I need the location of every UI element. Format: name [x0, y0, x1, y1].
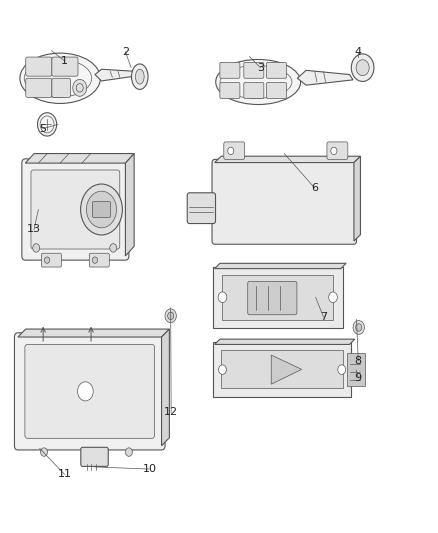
Text: 7: 7: [320, 312, 327, 322]
Polygon shape: [271, 355, 302, 384]
FancyBboxPatch shape: [327, 142, 348, 159]
FancyBboxPatch shape: [52, 57, 78, 76]
FancyBboxPatch shape: [14, 333, 165, 450]
Circle shape: [78, 382, 93, 401]
Ellipse shape: [135, 69, 144, 84]
Circle shape: [86, 191, 117, 228]
Text: 3: 3: [257, 63, 264, 72]
FancyBboxPatch shape: [187, 193, 215, 223]
Circle shape: [45, 257, 49, 263]
Ellipse shape: [356, 60, 369, 76]
Polygon shape: [25, 154, 134, 163]
FancyBboxPatch shape: [266, 83, 286, 99]
Text: 8: 8: [355, 356, 362, 366]
Ellipse shape: [20, 53, 100, 103]
Circle shape: [165, 309, 177, 322]
FancyBboxPatch shape: [244, 83, 264, 99]
Polygon shape: [125, 154, 134, 256]
FancyBboxPatch shape: [221, 350, 343, 389]
FancyBboxPatch shape: [213, 266, 343, 328]
FancyBboxPatch shape: [222, 275, 333, 319]
Circle shape: [218, 292, 227, 303]
Circle shape: [92, 257, 98, 263]
Polygon shape: [95, 69, 138, 81]
Circle shape: [338, 365, 346, 374]
Circle shape: [41, 448, 47, 456]
FancyBboxPatch shape: [22, 159, 129, 260]
Polygon shape: [18, 329, 170, 337]
FancyBboxPatch shape: [26, 78, 52, 98]
Circle shape: [168, 312, 174, 319]
FancyBboxPatch shape: [220, 62, 240, 78]
Circle shape: [356, 324, 362, 331]
Circle shape: [353, 320, 364, 334]
Circle shape: [219, 365, 226, 374]
Polygon shape: [215, 263, 346, 269]
Text: 4: 4: [355, 47, 362, 56]
Circle shape: [331, 147, 337, 155]
Text: 2: 2: [122, 47, 129, 56]
Circle shape: [328, 292, 337, 303]
FancyBboxPatch shape: [220, 83, 240, 99]
FancyBboxPatch shape: [89, 253, 110, 267]
Polygon shape: [215, 156, 360, 163]
FancyBboxPatch shape: [92, 201, 111, 217]
Circle shape: [73, 79, 87, 96]
Circle shape: [38, 113, 57, 136]
FancyBboxPatch shape: [31, 170, 120, 249]
Polygon shape: [297, 70, 353, 85]
Text: 9: 9: [355, 373, 362, 383]
FancyBboxPatch shape: [81, 447, 108, 466]
Circle shape: [33, 244, 40, 252]
FancyBboxPatch shape: [42, 253, 61, 267]
FancyBboxPatch shape: [213, 342, 351, 397]
Text: 6: 6: [311, 183, 318, 193]
FancyBboxPatch shape: [244, 62, 264, 78]
Circle shape: [110, 244, 117, 252]
FancyBboxPatch shape: [25, 344, 155, 438]
Text: 12: 12: [164, 407, 178, 417]
Text: 13: 13: [27, 224, 41, 235]
FancyBboxPatch shape: [266, 62, 286, 78]
Circle shape: [125, 448, 132, 456]
FancyBboxPatch shape: [212, 159, 357, 244]
Polygon shape: [162, 329, 170, 446]
Ellipse shape: [131, 64, 148, 90]
FancyBboxPatch shape: [52, 78, 71, 98]
Text: 5: 5: [39, 124, 46, 134]
Polygon shape: [354, 156, 360, 241]
Ellipse shape: [351, 54, 374, 82]
Text: 10: 10: [142, 464, 156, 474]
Text: 1: 1: [61, 56, 68, 66]
FancyBboxPatch shape: [346, 353, 365, 386]
Polygon shape: [215, 339, 355, 344]
FancyBboxPatch shape: [224, 142, 245, 159]
Text: 11: 11: [57, 470, 71, 479]
Circle shape: [228, 147, 234, 155]
FancyBboxPatch shape: [248, 281, 297, 315]
FancyBboxPatch shape: [26, 57, 52, 76]
Circle shape: [81, 184, 122, 235]
Ellipse shape: [216, 60, 300, 104]
